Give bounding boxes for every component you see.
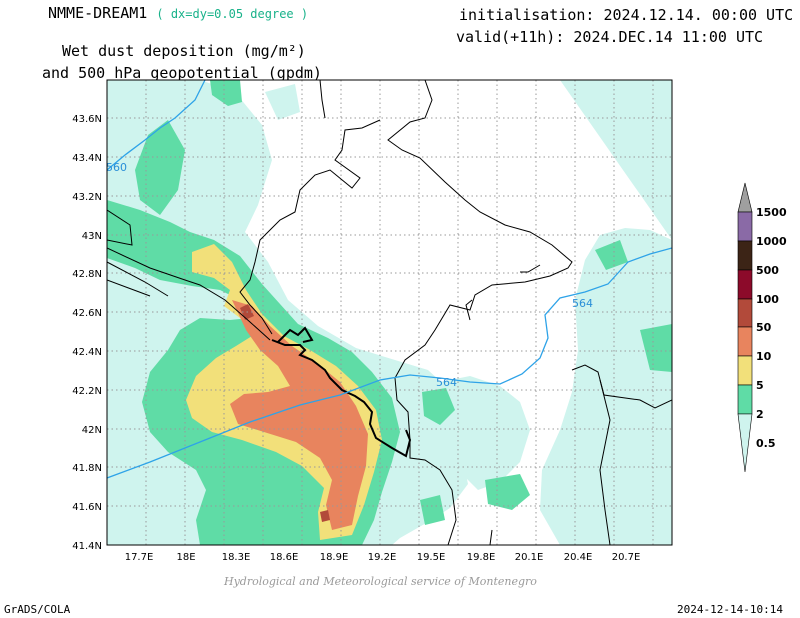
colorbar-label: 500 (756, 264, 779, 277)
variable-title-line1: Wet dust deposition (mg/m²) (62, 42, 306, 60)
colorbar-swatch-50 (737, 298, 753, 328)
lat-tick: 41.8N (72, 463, 102, 474)
software-label: GrADS/COLA (4, 603, 71, 616)
contour-label-564-east: 564 (572, 297, 593, 310)
lat-tick: 43.6N (72, 114, 102, 125)
credit-watermark: Hydrological and Meteorological service … (224, 575, 537, 588)
colorbar-label: 5 (756, 379, 764, 392)
colorbar-label: 0.5 (756, 437, 776, 450)
lon-tick: 20.4E (564, 552, 593, 563)
lat-tick: 43.2N (72, 192, 102, 203)
lon-tick: 18.9E (320, 552, 349, 563)
deposition-level-10 (230, 300, 368, 530)
colorbar-label: 1000 (756, 235, 787, 248)
lat-tick: 42.6N (72, 308, 102, 319)
montenegro-coast (271, 326, 412, 458)
model-title: NMME-DREAM1 ( dx=dy=0.05 degree ) (48, 4, 309, 22)
lat-tick: 42.4N (72, 347, 102, 358)
variable-title-line2: and 500 hPa geopotential (gpdm) (42, 64, 322, 82)
contour-label-564-center: 564 (436, 376, 457, 389)
lon-tick: 19.5E (417, 552, 446, 563)
lon-tick: 19.2E (368, 552, 397, 563)
lon-tick: 20.7E (612, 552, 641, 563)
colorbar-top-arrow (737, 182, 753, 213)
colorbar-swatch-5 (737, 355, 753, 386)
lat-ticks: 43.6N 43.4N 43.2N 43N 42.8N 42.6N 42.4N … (72, 114, 102, 552)
lon-ticks: 17.7E 18E 18.3E 18.6E 18.9E 19.2E 19.5E … (125, 552, 641, 563)
colorbar (737, 182, 753, 473)
lat-tick: 41.4N (72, 541, 102, 552)
render-timestamp: 2024-12-14-10:14 (677, 603, 783, 616)
lon-tick: 19.8E (467, 552, 496, 563)
colorbar-label: 2 (756, 408, 764, 421)
colorbar-labels: 1500 1000 500 100 50 10 5 2 0.5 (756, 206, 787, 450)
lon-tick: 18.3E (222, 552, 251, 563)
colorbar-label: 100 (756, 293, 779, 306)
lat-tick: 41.6N (72, 502, 102, 513)
contour-label-560: 560 (106, 161, 127, 174)
map-gridlines (107, 80, 672, 545)
colorbar-label: 10 (756, 350, 772, 363)
resolution-label: ( dx=dy=0.05 degree ) (156, 7, 309, 21)
colorbar-swatch-1000 (737, 211, 753, 242)
valid-time-label: valid(+11h): 2024.DEC.14 11:00 UTC (456, 28, 764, 46)
colorbar-swatch-500 (737, 240, 753, 271)
map-frame (106, 79, 673, 546)
initialisation-label: initialisation: 2024.12.14. 00:00 UTC (459, 6, 794, 24)
colorbar-swatch-100 (737, 269, 753, 300)
lat-tick: 42.8N (72, 269, 102, 280)
lat-tick: 42.2N (72, 386, 102, 397)
geopotential-contours (107, 80, 672, 479)
lon-tick: 20.1E (515, 552, 544, 563)
lon-tick: 18.6E (270, 552, 299, 563)
lat-tick: 43N (82, 231, 102, 242)
colorbar-label: 1500 (756, 206, 787, 219)
lat-tick: 42N (82, 425, 102, 436)
lon-tick: 18E (176, 552, 195, 563)
colorbar-swatch-2 (737, 384, 753, 415)
country-borders (107, 80, 672, 545)
colorbar-label: 50 (756, 321, 772, 334)
lon-tick: 17.7E (125, 552, 154, 563)
map-plot-area: 560 564 564 (106, 80, 672, 545)
lat-tick: 43.4N (72, 153, 102, 164)
colorbar-bottom-arrow (737, 413, 753, 473)
colorbar-swatch-10 (737, 326, 753, 357)
